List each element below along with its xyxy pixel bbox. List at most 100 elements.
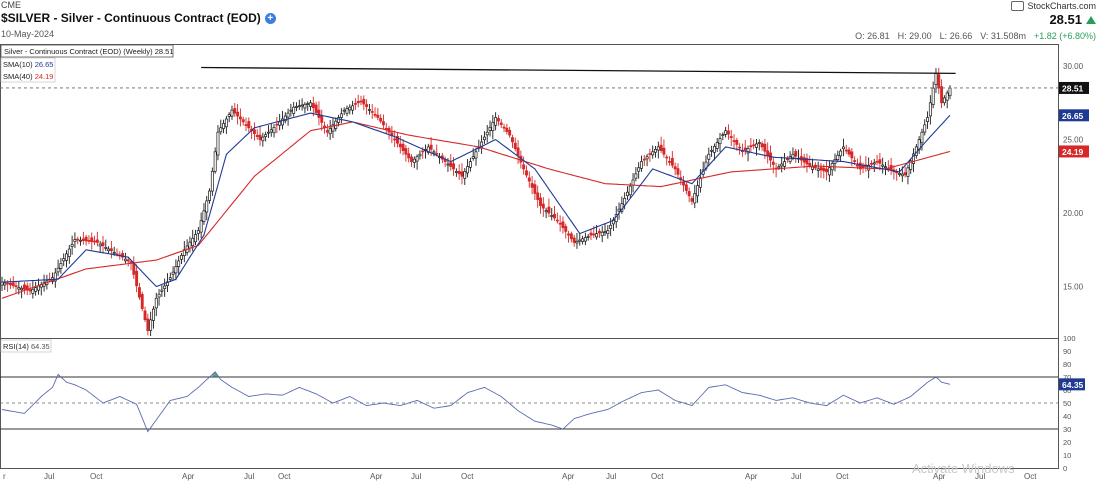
price-tick-label: 15.00 xyxy=(1063,283,1084,292)
candle-body xyxy=(325,130,329,133)
candle-body xyxy=(188,241,192,249)
rsi-tick-label: 80 xyxy=(1063,360,1071,369)
candle-body xyxy=(707,153,711,160)
candle-body xyxy=(805,158,809,165)
candle-body xyxy=(547,206,551,214)
add-plus-icon[interactable]: + xyxy=(264,12,276,24)
time-tick-label: Jul xyxy=(606,472,616,481)
rsi-tick-label: 40 xyxy=(1063,412,1071,421)
price-tag-box xyxy=(1059,145,1089,158)
brand-logo[interactable]: StockCharts.com xyxy=(1011,1,1096,11)
candle-body xyxy=(771,161,775,165)
candle-body xyxy=(401,143,405,151)
candle-body xyxy=(281,118,284,126)
legend-price-label: Silver - Continuous Contract (EOD) (Week… xyxy=(4,47,174,56)
candle-body xyxy=(146,318,150,332)
candle-body xyxy=(410,156,413,162)
candle-body xyxy=(553,213,556,219)
candle-body xyxy=(474,151,478,159)
candle-body xyxy=(194,234,197,243)
candle-body xyxy=(592,233,596,236)
candle-body xyxy=(662,147,666,155)
candle-body xyxy=(780,163,784,167)
candle-body xyxy=(715,142,719,149)
candle-body xyxy=(628,185,632,196)
candle-body xyxy=(266,131,270,134)
candle-body xyxy=(62,258,66,262)
candle-body xyxy=(541,203,545,209)
candle-body xyxy=(429,144,433,150)
up-arrow-icon xyxy=(1086,15,1096,24)
candle-body xyxy=(928,102,932,117)
candle-body xyxy=(522,164,526,170)
candle-body xyxy=(93,240,97,243)
time-tick-label: Jul xyxy=(975,472,985,481)
candle-body xyxy=(101,242,105,247)
candle-body xyxy=(558,222,562,225)
candle-body xyxy=(942,97,946,104)
candle-body xyxy=(95,239,99,243)
candle-body xyxy=(491,122,495,132)
candle-body xyxy=(337,117,341,123)
candle-body xyxy=(603,231,607,234)
candle-body xyxy=(98,243,102,247)
candle-body xyxy=(196,230,200,234)
candle-body xyxy=(575,240,579,244)
candle-body xyxy=(261,136,265,142)
candle-body xyxy=(174,266,178,274)
candle-body xyxy=(850,151,854,159)
candle-body xyxy=(258,134,262,140)
time-tick-label: r xyxy=(3,472,6,481)
candle-body xyxy=(940,86,944,104)
legend-rsi-value: 64.35 xyxy=(31,342,50,351)
candle-body xyxy=(415,156,419,162)
candle-body xyxy=(255,134,259,137)
legend-title-box xyxy=(0,44,174,58)
chart-legend: Silver - Continuous Contract (EOD) (Week… xyxy=(0,44,174,353)
candle-body xyxy=(872,162,876,165)
candle-body xyxy=(749,145,753,148)
change-readout: +1.82 (+6.80%) xyxy=(1033,31,1096,41)
candle-body xyxy=(59,263,63,269)
time-tick-label: Jul xyxy=(244,472,254,481)
price-candles xyxy=(0,67,952,337)
candle-body xyxy=(210,171,214,192)
candle-body xyxy=(656,146,660,151)
price-tag-box xyxy=(1059,109,1089,122)
candle-body xyxy=(152,308,155,321)
rsi-tick-label: 30 xyxy=(1063,425,1071,434)
candle-body xyxy=(303,103,307,109)
candle-body xyxy=(34,287,38,292)
candle-body xyxy=(140,294,144,309)
exchange-label: CME xyxy=(1,0,21,10)
price-tag-label: 28.51 xyxy=(1062,83,1084,93)
candle-body xyxy=(398,143,402,148)
candle-body xyxy=(595,233,599,238)
candle-body xyxy=(539,197,542,207)
candle-body xyxy=(561,221,565,229)
time-tick-label: Apr xyxy=(933,472,946,481)
candle-body xyxy=(247,121,251,129)
candle-body xyxy=(693,193,697,204)
time-tick-label: Oct xyxy=(1024,472,1037,481)
candle-body xyxy=(359,100,363,103)
candle-body xyxy=(17,287,21,290)
candle-body xyxy=(746,148,750,154)
candle-body xyxy=(233,108,237,114)
candle-body xyxy=(25,285,29,291)
candle-body xyxy=(878,159,882,164)
candle-body xyxy=(149,319,153,331)
candle-body xyxy=(393,138,397,141)
candle-body xyxy=(90,237,94,243)
candle-body xyxy=(847,149,851,155)
legend-rsi-box xyxy=(0,339,52,353)
candle-body xyxy=(466,166,470,174)
candle-body xyxy=(525,170,528,176)
candle-body xyxy=(471,156,475,159)
candle-body xyxy=(275,123,279,126)
candle-body xyxy=(171,271,175,275)
candle-body xyxy=(822,167,826,172)
candle-body xyxy=(855,164,859,167)
candle-body xyxy=(289,109,293,112)
